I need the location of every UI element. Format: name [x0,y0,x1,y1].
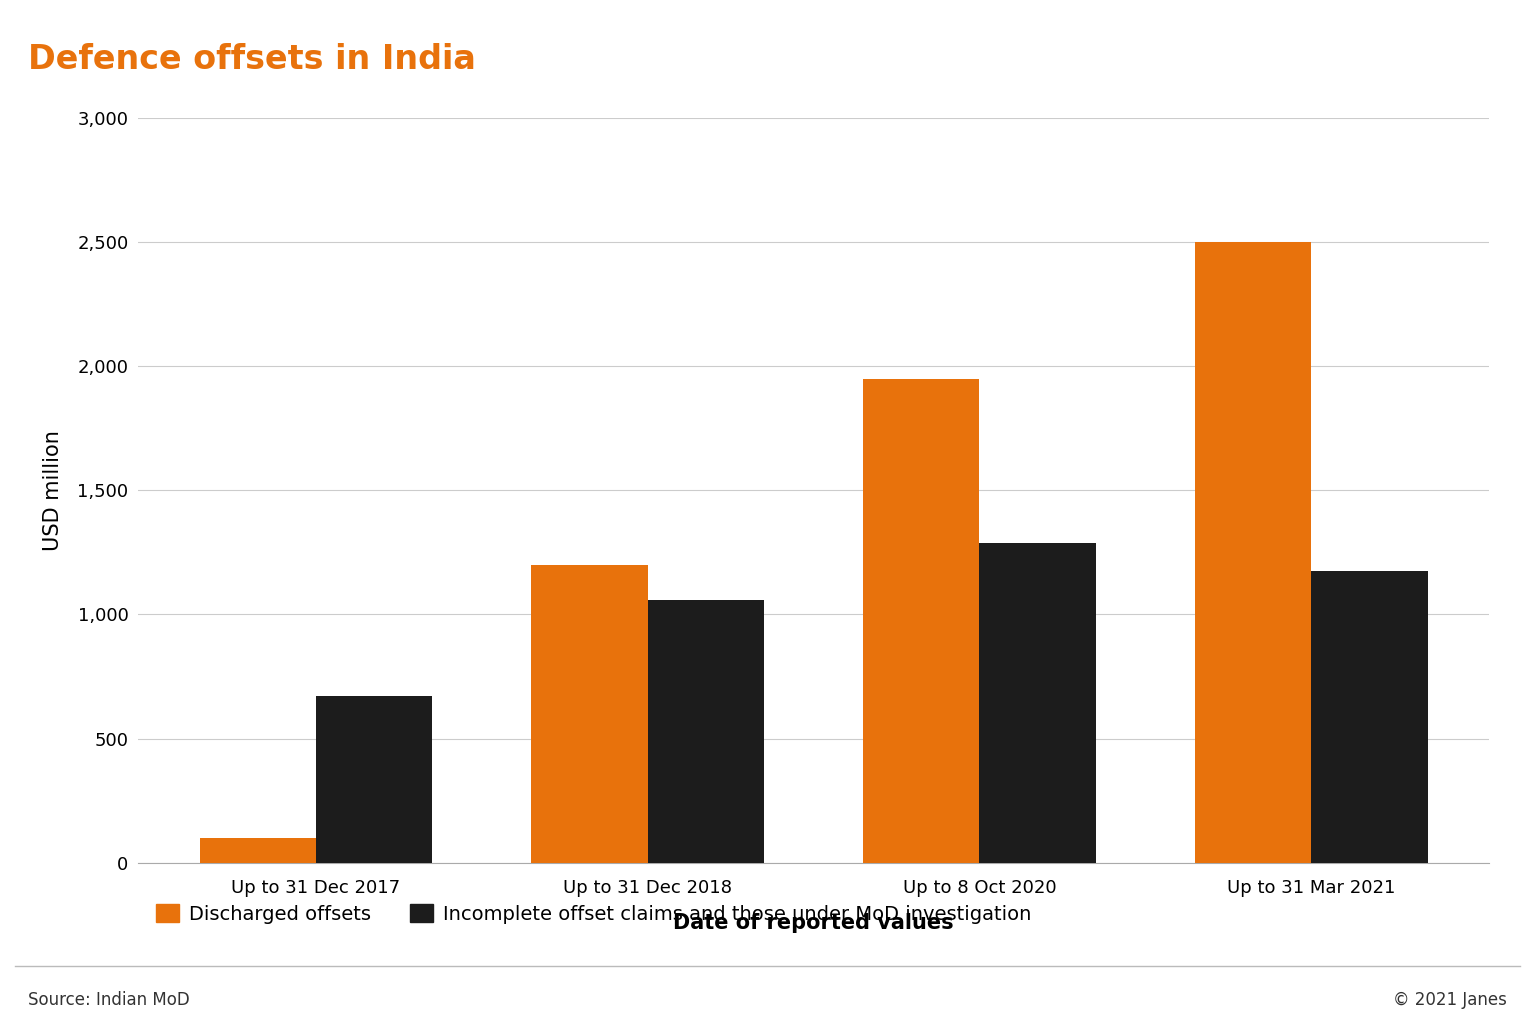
Bar [316,696,431,863]
Legend: Discharged offsets, Incomplete offset claims and those under MoD investigation: Discharged offsets, Incomplete offset cl… [147,897,1039,931]
Y-axis label: USD million: USD million [43,430,63,550]
Bar [648,600,764,863]
Bar [531,565,648,863]
Bar [863,379,979,863]
Bar [1311,571,1428,863]
Bar [200,838,316,863]
X-axis label: Date of reported values: Date of reported values [674,913,953,934]
Text: Source: Indian MoD: Source: Indian MoD [28,991,189,1009]
Bar [979,542,1096,863]
Text: Defence offsets in India: Defence offsets in India [28,43,476,76]
Text: © 2021 Janes: © 2021 Janes [1394,991,1507,1009]
Bar [1196,242,1311,863]
